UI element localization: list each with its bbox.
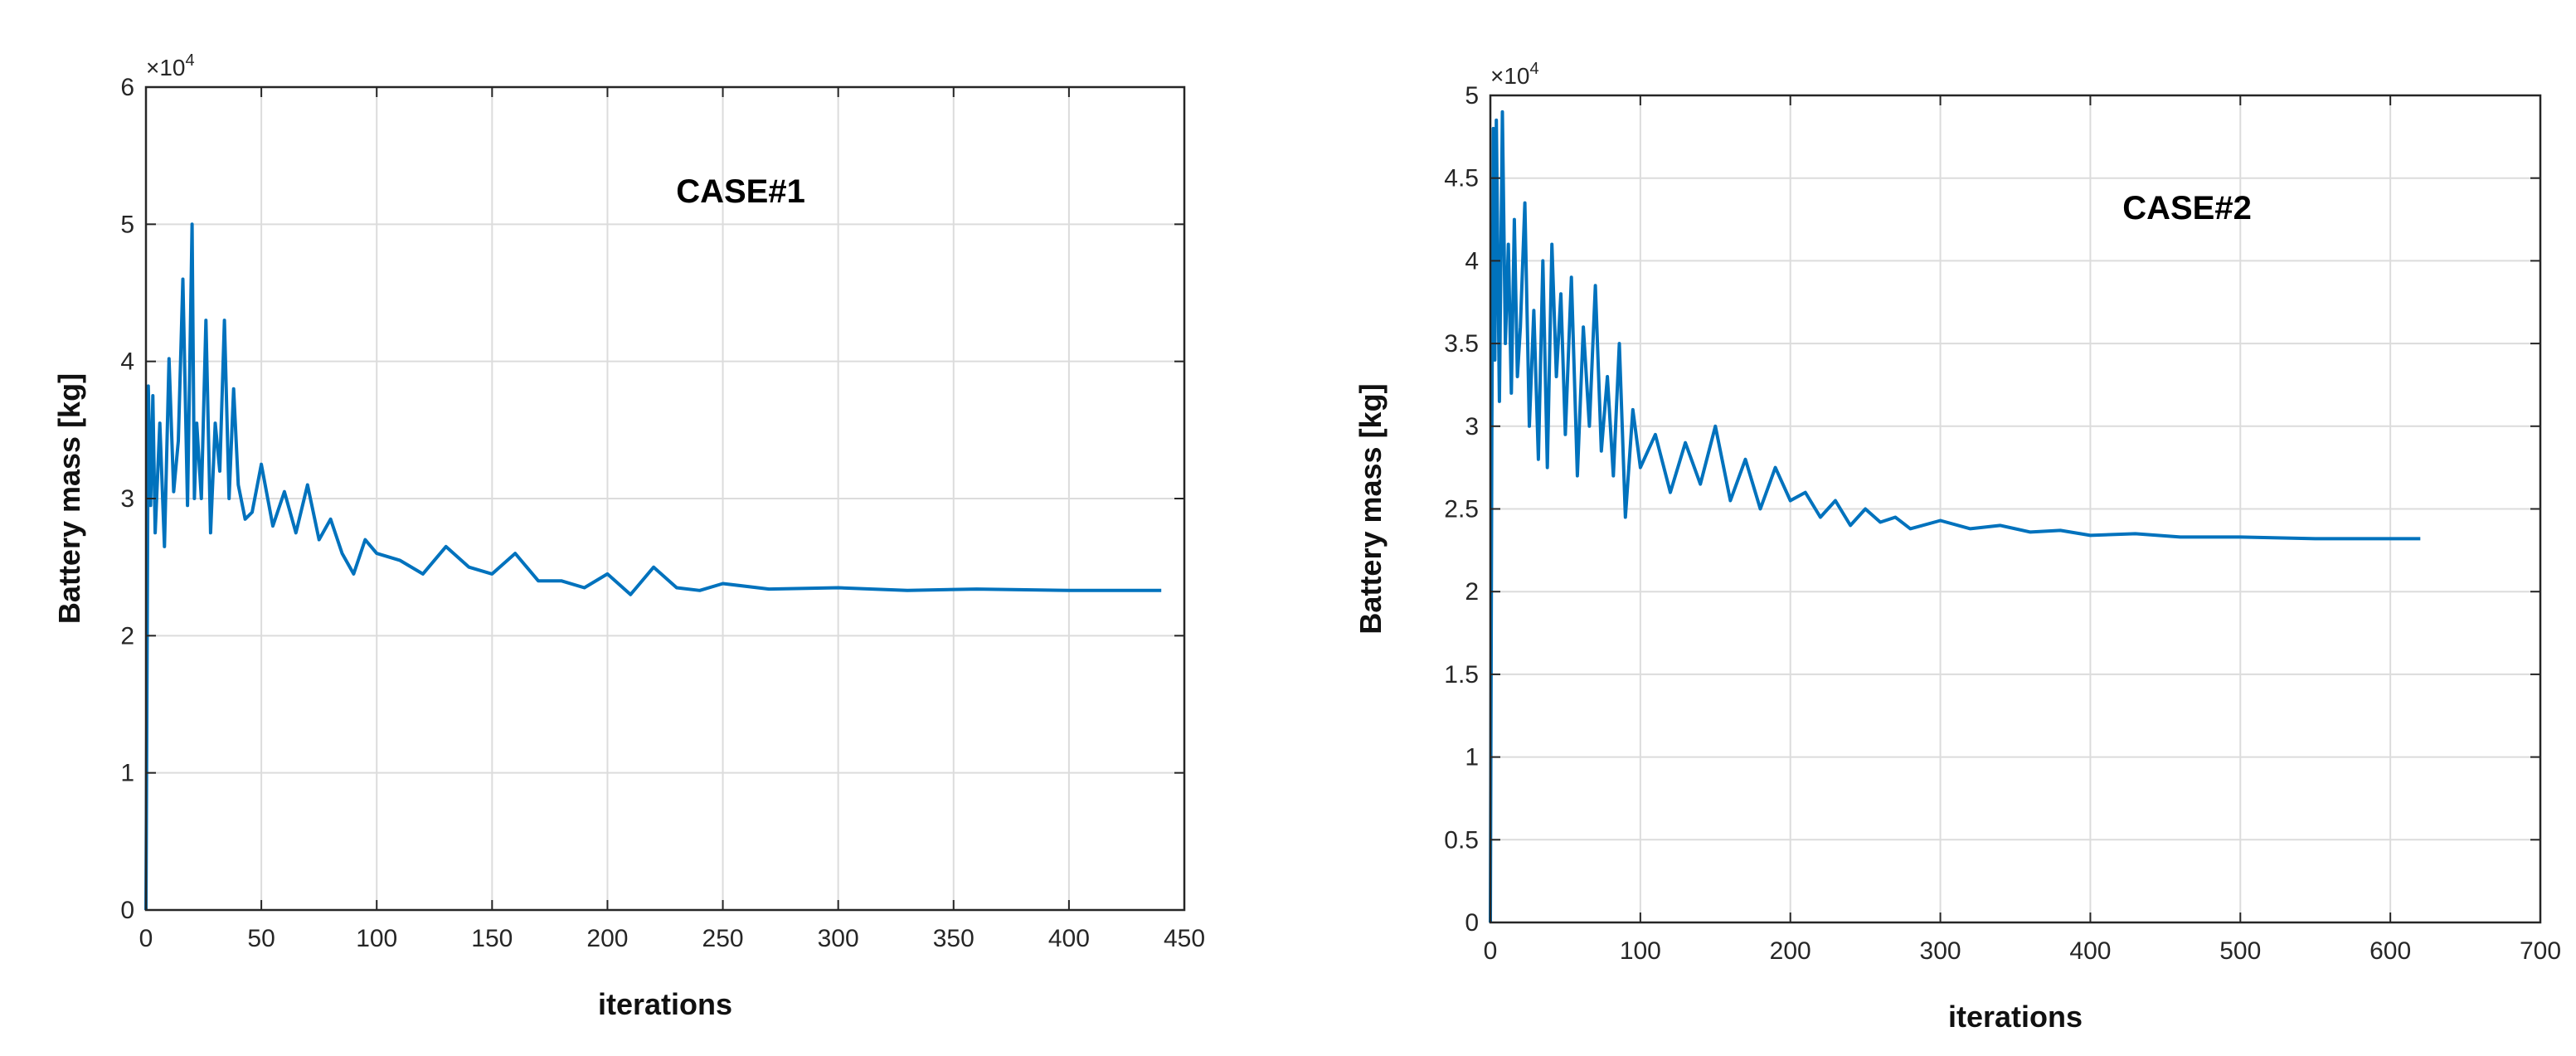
y-exponent-label: ×104 <box>146 51 195 80</box>
y-tick-label: 5 <box>1465 82 1479 109</box>
y-tick-label: 1 <box>1465 744 1479 771</box>
x-tick-label: 250 <box>702 925 744 952</box>
x-tick-label: 200 <box>1770 937 1811 965</box>
chart-case-1: 0 50 100 150 200 250 300 350 400 450 0 1 2 3 4 5 6 ×104 it… <box>52 51 1205 1021</box>
y-tick-label: 4.5 <box>1444 165 1479 192</box>
y-tick-label: 2 <box>120 622 134 650</box>
y-tick-label: 4 <box>1465 247 1479 275</box>
x-tick-label: 500 <box>2219 937 2261 965</box>
x-tick-label: 0 <box>139 925 153 952</box>
x-tick-label: 300 <box>1920 937 1961 965</box>
y-tick-label: 4 <box>120 348 134 376</box>
x-axis-label: iterations <box>1948 1000 2083 1034</box>
y-tick-label: 3 <box>1465 413 1479 440</box>
x-tick-label: 100 <box>1620 937 1661 965</box>
y-axis-label: Battery mass [kg] <box>1354 383 1388 634</box>
x-tick-label: 100 <box>356 925 397 952</box>
x-tick-label: 150 <box>471 925 513 952</box>
y-tick-label: 3 <box>120 485 134 513</box>
grid <box>1490 95 2541 923</box>
y-tick-label: 0.5 <box>1444 826 1479 854</box>
x-axis-label: iterations <box>598 987 732 1021</box>
y-exponent-label: ×104 <box>1490 60 1539 89</box>
x-tick-label: 700 <box>2520 937 2561 965</box>
case-annotation: CASE#1 <box>676 173 805 210</box>
y-tick-label: 6 <box>120 74 134 101</box>
x-tick-label: 450 <box>1164 925 1205 952</box>
y-axis-label: Battery mass [kg] <box>52 373 86 624</box>
y-tick-label: 2.5 <box>1444 496 1479 523</box>
x-tick-label: 200 <box>586 925 628 952</box>
x-tick-label: 50 <box>247 925 275 952</box>
chart-case-2: 0 100 200 300 400 500 600 700 0 0.5 1 1.5 2 2.5 3 3.5 4 4… <box>1354 60 2561 1034</box>
x-tick-label: 0 <box>1484 937 1498 965</box>
grid <box>145 86 1185 911</box>
y-tick-label: 3.5 <box>1444 330 1479 358</box>
y-tick-label: 1 <box>120 760 134 787</box>
series-line <box>144 222 1162 911</box>
x-tick-label: 350 <box>933 925 975 952</box>
x-tick-label: 400 <box>2069 937 2111 965</box>
y-tick-label: 0 <box>1465 909 1479 937</box>
y-tick-label: 2 <box>1465 578 1479 606</box>
series-line <box>1489 109 2421 923</box>
y-tick-label: 1.5 <box>1444 661 1479 689</box>
x-tick-label: 600 <box>2369 937 2411 965</box>
y-tick-label: 5 <box>120 211 134 238</box>
x-tick-label: 400 <box>1048 925 1090 952</box>
y-tick-label: 0 <box>120 897 134 924</box>
x-tick-label: 300 <box>818 925 859 952</box>
case-annotation: CASE#2 <box>2122 190 2252 226</box>
